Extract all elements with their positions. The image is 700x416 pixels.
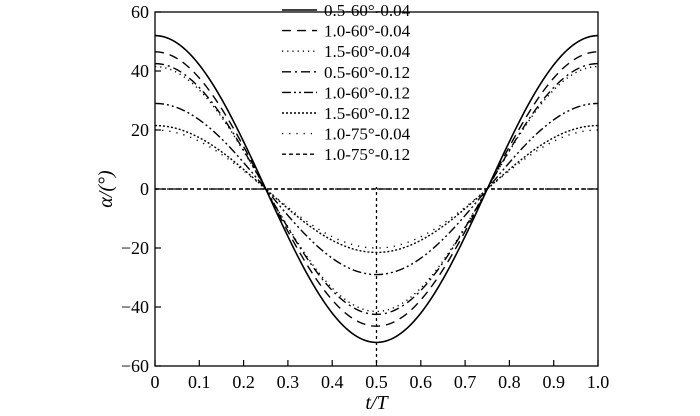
x-tick-label: 0.1 — [188, 372, 211, 392]
legend-label: 0.5-60°-0.12 — [324, 63, 410, 82]
x-axis-ticks: 0 0.1 0.2 0.3 0.4 0.5 0.6 0.7 0.8 0.9 1.0 — [151, 360, 610, 392]
y-axis-title: α/(°) — [95, 170, 117, 208]
x-tick-label: 1.0 — [587, 372, 610, 392]
x-tick-label: 0.3 — [277, 372, 300, 392]
x-tick-label: 0.2 — [232, 372, 255, 392]
x-tick-label: 0.9 — [542, 372, 565, 392]
y-axis-ticks: −60 −40 −20 0 20 40 60 — [121, 2, 161, 376]
series-line-3 — [154, 65, 599, 313]
x-tick-label: 0.4 — [321, 372, 344, 392]
x-tick-label: 0.6 — [410, 372, 433, 392]
x-tick-label: 0.7 — [454, 372, 477, 392]
plot-area — [154, 12, 599, 366]
y-tick-label: 60 — [131, 2, 149, 22]
y-tick-label: −20 — [121, 238, 149, 258]
series-line-5 — [154, 102, 599, 276]
series-line-1 — [154, 34, 599, 344]
y-tick-label: −60 — [121, 356, 149, 376]
legend: 0.5-60°-0.04 1.0-60°-0.041.5-60°-0.04 0.5-… — [278, 1, 468, 187]
legend-label: 1.5-60°-0.12 — [324, 104, 410, 123]
legend-background — [278, 13, 468, 187]
legend-label: 1.0-75°-0.12 — [324, 145, 410, 164]
legend-label: 1.0-75°-0.04 — [324, 125, 411, 144]
series-line-2 — [154, 51, 599, 327]
series-line-6 — [154, 124, 599, 254]
legend-label: 1.0-60°-0.12 — [324, 83, 410, 102]
legend-label: 1.0-60°-0.04 — [324, 22, 411, 41]
legend-label: 1.5-60°-0.04 — [324, 42, 411, 61]
series-line-4 — [154, 62, 599, 316]
x-tick-label: 0 — [151, 372, 160, 392]
x-axis-title: t/T — [365, 392, 389, 414]
y-tick-label: 0 — [140, 179, 149, 199]
legend-label: 0.5-60°-0.04 — [324, 1, 411, 20]
y-tick-label: −40 — [121, 297, 149, 317]
y-tick-label: 20 — [131, 120, 149, 140]
x-tick-label: 0.8 — [498, 372, 521, 392]
x-tick-label: 0.5 — [365, 372, 388, 392]
y-tick-label: 40 — [131, 61, 149, 81]
